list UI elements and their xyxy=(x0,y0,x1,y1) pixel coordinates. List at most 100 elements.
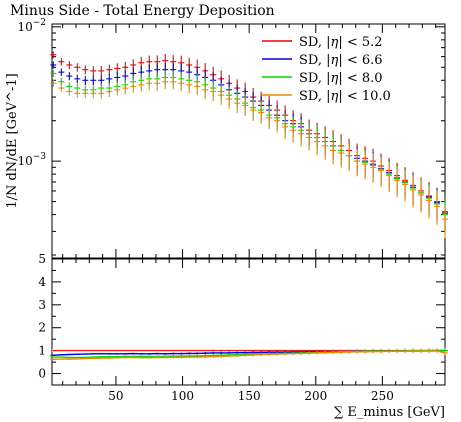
ratio-point xyxy=(170,356,177,359)
main-data-points xyxy=(50,51,448,238)
data-point xyxy=(114,84,121,96)
data-point xyxy=(354,149,361,177)
data-point xyxy=(378,158,385,187)
ratio-point xyxy=(210,351,217,355)
data-point xyxy=(162,75,169,90)
ratio-point xyxy=(58,358,65,360)
ratio-point xyxy=(114,356,121,359)
data-point xyxy=(330,139,337,165)
ratio-point xyxy=(186,352,193,355)
ratio-point xyxy=(138,352,145,355)
y-tick-label-1e-3: 10−3 xyxy=(17,152,46,168)
data-point xyxy=(274,110,281,133)
data-point xyxy=(130,80,137,93)
ratio-y-ticks: 0 1 2 3 4 5 xyxy=(38,252,445,381)
ratio-point xyxy=(170,352,177,355)
data-point xyxy=(50,51,57,59)
ratio-point xyxy=(74,356,81,359)
ratio-point xyxy=(98,357,105,359)
ratio-point xyxy=(50,354,57,356)
data-point xyxy=(234,94,241,114)
legend-item-3: SD, |η| < 10.0 xyxy=(262,89,391,104)
series-0 xyxy=(50,51,448,231)
data-point xyxy=(434,192,441,225)
ratio-point xyxy=(82,353,89,355)
ratio-tick-label-4: 4 xyxy=(38,275,46,289)
data-point xyxy=(170,74,177,90)
data-point xyxy=(242,96,249,116)
ratio-point xyxy=(354,349,361,354)
data-point xyxy=(90,66,97,76)
ratio-point xyxy=(202,355,209,358)
data-point xyxy=(226,90,233,109)
ratio-point xyxy=(282,352,289,356)
data-point xyxy=(90,75,97,86)
legend-item-0: SD, |η| < 5.2 xyxy=(262,35,383,50)
ratio-point xyxy=(218,351,225,355)
x-axis-ticks: 50 100 150 200 250 xyxy=(62,24,437,403)
ratio-series-3 xyxy=(50,348,448,360)
data-point xyxy=(122,82,129,95)
ratio-point xyxy=(162,352,169,355)
ratio-tick-label-0: 0 xyxy=(38,367,46,381)
data-point xyxy=(98,66,105,77)
x-axis-label: ∑ E_minus [GeV] xyxy=(334,405,445,420)
ratio-point xyxy=(306,351,313,355)
data-point xyxy=(282,116,289,139)
data-point xyxy=(154,76,161,91)
ratio-point xyxy=(410,348,417,354)
ratio-point xyxy=(266,352,273,356)
ratio-point xyxy=(386,349,393,354)
data-point xyxy=(146,77,153,91)
ratio-point xyxy=(138,356,145,359)
legend-label: SD, |η| < 5.2 xyxy=(299,35,383,50)
ratio-point xyxy=(370,349,377,354)
data-point xyxy=(418,181,425,213)
ratio-point xyxy=(186,355,193,359)
ratio-point xyxy=(330,350,337,355)
data-point xyxy=(402,171,409,202)
data-point xyxy=(194,78,201,96)
data-point xyxy=(50,70,57,78)
data-point xyxy=(394,167,401,198)
ratio-point xyxy=(82,356,89,358)
x-tick-label-250: 250 xyxy=(371,389,394,403)
ratio-point xyxy=(122,356,129,359)
data-point xyxy=(74,63,81,72)
ratio-point xyxy=(258,353,265,356)
ratio-point xyxy=(362,349,369,354)
data-point xyxy=(314,130,321,155)
data-point xyxy=(322,134,329,160)
ratio-point xyxy=(90,357,97,359)
data-point xyxy=(106,64,113,76)
ratio-point xyxy=(130,352,137,355)
ratio-point xyxy=(90,356,97,358)
data-point xyxy=(138,78,145,92)
data-point xyxy=(58,84,65,92)
data-point xyxy=(426,186,433,219)
ratio-point xyxy=(90,353,97,355)
data-point xyxy=(58,58,65,66)
ratio-point xyxy=(426,348,433,354)
ratio-point xyxy=(226,354,233,358)
data-point xyxy=(66,87,73,96)
chart-title: Minus Side - Total Energy Deposition xyxy=(10,3,275,19)
x-tick-label-150: 150 xyxy=(238,389,261,403)
data-point xyxy=(266,108,273,130)
x-tick-label-100: 100 xyxy=(171,389,194,403)
data-point xyxy=(74,74,81,84)
data-point xyxy=(186,77,193,94)
data-point xyxy=(106,73,113,85)
data-point xyxy=(74,89,81,98)
data-point xyxy=(58,68,65,77)
data-point xyxy=(98,88,105,99)
main-plot-frame xyxy=(51,23,446,259)
ratio-point xyxy=(154,356,161,359)
data-point xyxy=(66,72,73,81)
legend-label: SD, |η| < 6.6 xyxy=(299,53,383,68)
ratio-point xyxy=(146,356,153,359)
ratio-point xyxy=(194,355,201,359)
legend-item-2: SD, |η| < 8.0 xyxy=(262,71,383,86)
